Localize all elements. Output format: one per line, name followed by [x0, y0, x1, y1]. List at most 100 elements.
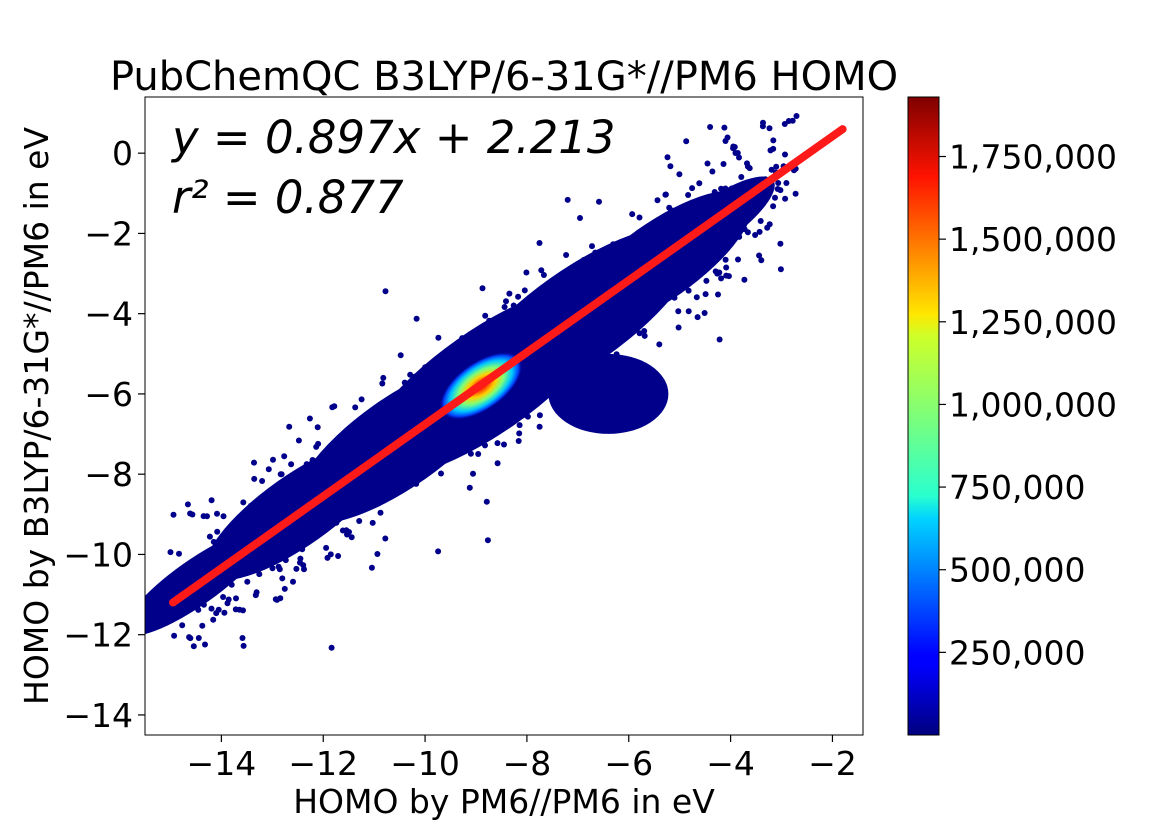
scatter-point — [566, 279, 573, 286]
scatter-point — [435, 356, 442, 363]
scatter-point — [550, 320, 557, 326]
scatter-point — [676, 171, 683, 178]
scatter-point — [266, 521, 273, 528]
scatter-point — [226, 542, 233, 549]
scatter-point — [331, 403, 338, 410]
scatter-point — [718, 198, 725, 205]
scatter-point — [293, 565, 300, 572]
scatter-point — [768, 166, 775, 173]
scatter-point — [205, 553, 212, 560]
scatter-point — [374, 491, 381, 498]
scatter-point — [693, 206, 700, 213]
scatter-point — [293, 503, 300, 510]
scatter-point — [253, 589, 260, 596]
scatter-point — [343, 493, 350, 500]
scatter-point — [368, 440, 375, 447]
scatter-point — [426, 378, 433, 384]
scatter-point — [636, 214, 643, 221]
scatter-point — [575, 362, 582, 369]
scatter-point — [520, 325, 527, 332]
scatter-point — [653, 248, 660, 255]
scatter-point — [661, 383, 668, 390]
scatter-point — [621, 308, 628, 315]
scatter-point — [758, 257, 765, 264]
scatter-point — [508, 394, 515, 401]
scatter-point — [214, 510, 220, 517]
scatter-point — [209, 589, 216, 596]
scatter-point — [536, 423, 543, 430]
scatter-point — [539, 348, 545, 355]
scatter-point — [240, 499, 247, 506]
scatter-point — [248, 502, 254, 509]
scatter-point — [694, 314, 701, 321]
scatter-point — [438, 444, 445, 451]
scatter-point — [408, 448, 415, 455]
scatter-point — [591, 344, 597, 351]
scatter-point — [278, 471, 285, 478]
scatter-point — [279, 529, 286, 536]
scatter-point — [703, 277, 710, 284]
y-axis-label: HOMO by B3LYP/6-31G*//PM6 in eV — [17, 127, 56, 705]
scatter-point — [196, 600, 203, 607]
scatter-point — [339, 432, 346, 439]
scatter-point — [627, 252, 633, 258]
scatter-point — [383, 461, 390, 468]
scatter-point — [601, 249, 608, 256]
scatter-point — [669, 228, 676, 235]
scatter-point — [218, 576, 224, 583]
scatter-point — [772, 194, 778, 201]
scatter-point — [335, 553, 342, 559]
colorbar-tick-label: 750,000 — [949, 468, 1085, 507]
scatter-point — [516, 331, 523, 338]
scatter-point — [167, 606, 174, 613]
scatter-point — [231, 532, 238, 539]
scatter-point — [490, 425, 497, 432]
scatter-point — [571, 285, 578, 292]
scatter-point — [352, 404, 359, 411]
scatter-point — [241, 516, 248, 523]
scatter-point — [722, 138, 729, 144]
scatter-point — [536, 412, 543, 419]
scatter-point — [417, 466, 424, 473]
scatter-point — [650, 286, 657, 293]
plot-area — [145, 113, 847, 651]
scatter-point — [718, 275, 725, 282]
scatter-point — [376, 440, 383, 447]
colorbar-tick-label: 1,750,000 — [949, 138, 1117, 177]
scatter-point — [225, 535, 231, 542]
scatter-point — [187, 635, 194, 642]
scatter-point — [582, 285, 589, 292]
scatter-point — [426, 407, 433, 414]
scatter-point — [600, 262, 607, 269]
scatter-point — [269, 565, 276, 572]
scatter-point — [708, 197, 715, 204]
scatter-point — [523, 357, 530, 364]
scatter-point — [598, 358, 605, 365]
scatter-point — [566, 290, 573, 296]
scatter-point — [701, 237, 708, 244]
scatter-point — [281, 453, 288, 460]
scatter-point — [314, 424, 321, 431]
scatter-point — [760, 119, 766, 126]
scatter-point — [506, 290, 513, 297]
scatter-point — [728, 216, 735, 223]
scatter-point — [413, 315, 420, 322]
colorbar-tick-label: 1,500,000 — [949, 220, 1117, 259]
scatter-point — [640, 294, 647, 301]
scatter-point — [735, 220, 742, 227]
scatter-point — [515, 293, 522, 300]
scatter-point — [399, 428, 406, 435]
scatter-point — [442, 373, 448, 380]
scatter-point — [777, 240, 784, 247]
scatter-point — [597, 254, 604, 261]
scatter-point — [324, 448, 331, 455]
scatter-point — [702, 291, 709, 298]
scatter-point — [545, 347, 552, 354]
scatter-point — [580, 280, 587, 287]
scatter-point — [676, 279, 683, 286]
scatter-point — [466, 484, 473, 491]
scatter-point — [407, 371, 414, 378]
scatter-point — [421, 404, 428, 411]
scatter-point — [581, 317, 588, 324]
x-tick-label: −4 — [706, 744, 755, 783]
